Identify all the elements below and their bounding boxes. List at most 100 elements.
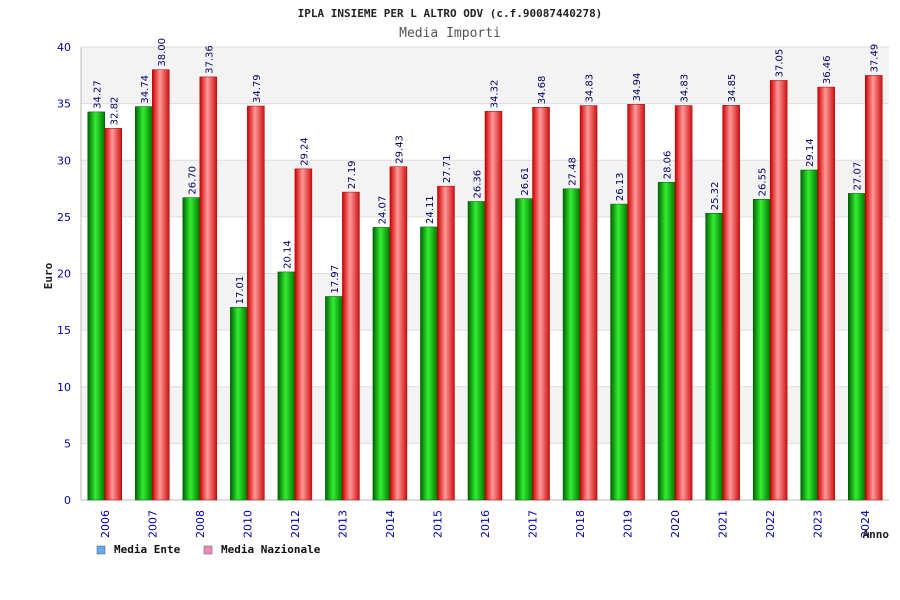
data-label: 27.19 bbox=[347, 160, 358, 189]
x-tick-label: 2006 bbox=[99, 510, 112, 538]
bar-media-ente-2006 bbox=[87, 111, 106, 501]
bar-media-ente-2018 bbox=[562, 188, 581, 501]
bar-media-nazionale-2022 bbox=[769, 80, 788, 501]
bar-media-ente-2010 bbox=[230, 307, 248, 501]
data-label: 37.05 bbox=[775, 49, 786, 78]
bar-media-nazionale-2007 bbox=[152, 69, 170, 501]
x-tick-label: 2023 bbox=[812, 510, 825, 538]
bar-media-nazionale-2020 bbox=[674, 105, 693, 501]
legend-swatch-media-nazionale bbox=[203, 545, 213, 555]
x-tick-label: 2012 bbox=[289, 510, 302, 538]
x-tick-label: 2016 bbox=[479, 510, 492, 538]
chart-subtitle: Media Importi bbox=[399, 26, 501, 41]
data-label: 26.13 bbox=[615, 172, 626, 201]
bars: 34.27 32.82 34.74 38.00 26.70 37.36 17.01 34.79… bbox=[87, 38, 883, 501]
x-tick-label: 2008 bbox=[194, 510, 207, 538]
x-tick-label: 2021 bbox=[717, 510, 730, 538]
data-label: 36.46 bbox=[822, 55, 833, 84]
x-tick-label: 2007 bbox=[146, 510, 159, 538]
x-tick-label: 2013 bbox=[336, 510, 349, 538]
x-tick-label: 2014 bbox=[384, 510, 397, 538]
data-label: 24.07 bbox=[377, 196, 388, 225]
bar-media-nazionale-2023 bbox=[817, 86, 835, 501]
bar-media-nazionale-2017 bbox=[532, 106, 550, 501]
data-label: 34.83 bbox=[585, 74, 596, 103]
data-label: 29.43 bbox=[394, 135, 405, 164]
x-axis-label: Anno bbox=[863, 528, 890, 541]
y-tick-label: 10 bbox=[57, 381, 71, 394]
data-label: 26.70 bbox=[187, 166, 198, 195]
legend: Media Ente Media Nazionale bbox=[96, 543, 321, 556]
data-label: 38.00 bbox=[157, 38, 168, 67]
bar-media-ente-2012 bbox=[277, 271, 296, 501]
data-label: 17.01 bbox=[235, 276, 246, 305]
bar-media-nazionale-2016 bbox=[484, 111, 503, 501]
data-label: 27.48 bbox=[568, 157, 579, 186]
y-tick-label: 25 bbox=[57, 211, 71, 224]
data-label: 26.36 bbox=[473, 170, 484, 199]
data-label: 37.36 bbox=[204, 45, 215, 74]
y-tick-label: 15 bbox=[57, 324, 71, 337]
y-tick-label: 35 bbox=[57, 98, 71, 111]
data-label: 26.61 bbox=[520, 167, 531, 196]
bar-media-nazionale-2010 bbox=[247, 105, 265, 501]
data-label: 34.94 bbox=[632, 73, 643, 102]
data-label: 34.32 bbox=[490, 80, 501, 109]
data-label: 27.07 bbox=[853, 162, 864, 191]
bar-media-nazionale-2024 bbox=[864, 75, 883, 501]
y-tick-label: 30 bbox=[57, 154, 71, 167]
bar-media-nazionale-2021 bbox=[722, 105, 740, 501]
x-tick-label: 2022 bbox=[764, 510, 777, 538]
legend-label-media-nazionale: Media Nazionale bbox=[221, 543, 321, 556]
bar-media-ente-2022 bbox=[752, 199, 771, 501]
data-label: 34.68 bbox=[537, 76, 548, 105]
x-tick-label: 2024 bbox=[859, 510, 872, 538]
bar-media-ente-2016 bbox=[467, 201, 486, 501]
bar-media-nazionale-2008 bbox=[199, 76, 218, 501]
data-label: 34.85 bbox=[727, 74, 738, 103]
data-label: 32.82 bbox=[109, 97, 120, 126]
legend-item-media-nazionale: Media Nazionale bbox=[203, 543, 321, 556]
y-tick-label: 40 bbox=[57, 41, 71, 54]
y-tick-label: 20 bbox=[57, 268, 71, 281]
x-tick-label: 2015 bbox=[431, 510, 444, 538]
chart-title: IPLA INSIEME PER L ALTRO ODV (c.f.900874… bbox=[298, 7, 603, 20]
legend-item-media-ente: Media Ente bbox=[96, 543, 181, 556]
data-label: 34.27 bbox=[92, 80, 103, 109]
bar-media-ente-2014 bbox=[372, 227, 391, 501]
bar-media-ente-2019 bbox=[610, 203, 628, 501]
data-label: 34.74 bbox=[140, 75, 151, 104]
bar-media-ente-2023 bbox=[800, 169, 818, 501]
bar-media-ente-2007 bbox=[135, 106, 153, 501]
bar-media-ente-2015 bbox=[420, 226, 438, 501]
bar-media-nazionale-2013 bbox=[342, 191, 360, 501]
bar-media-nazionale-2014 bbox=[389, 166, 408, 501]
bar-media-ente-2021 bbox=[705, 213, 723, 501]
bar-media-nazionale-2019 bbox=[627, 104, 645, 501]
legend-label-media-ente: Media Ente bbox=[114, 543, 181, 556]
data-label: 28.06 bbox=[663, 151, 674, 180]
x-tick-label: 2010 bbox=[241, 510, 254, 538]
data-label: 24.11 bbox=[425, 195, 436, 224]
y-axis-ticks: 0 5 10 15 20 25 30 35 40 bbox=[57, 41, 71, 507]
data-label: 17.97 bbox=[330, 265, 341, 294]
data-label: 29.24 bbox=[299, 137, 310, 166]
bar-media-ente-2024 bbox=[847, 193, 866, 501]
data-label: 25.32 bbox=[710, 182, 721, 211]
y-tick-label: 5 bbox=[64, 437, 71, 450]
data-label: 20.14 bbox=[282, 240, 293, 269]
bar-media-ente-2020 bbox=[657, 181, 676, 501]
bar-media-nazionale-2006 bbox=[104, 128, 123, 501]
x-tick-label: 2019 bbox=[622, 510, 635, 538]
bar-media-nazionale-2015 bbox=[437, 185, 455, 501]
y-tick-label: 0 bbox=[64, 494, 71, 507]
data-label: 27.71 bbox=[442, 155, 453, 184]
data-label: 37.49 bbox=[870, 44, 881, 73]
data-label: 26.55 bbox=[758, 168, 769, 197]
bar-media-ente-2008 bbox=[182, 197, 201, 501]
data-label: 34.83 bbox=[680, 74, 691, 103]
x-tick-label: 2017 bbox=[527, 510, 540, 538]
x-axis-ticks: 2006 2007 2008 2010 2012 2013 2014 2015 2016 2017… bbox=[99, 510, 872, 538]
bar-media-ente-2013 bbox=[325, 296, 343, 501]
